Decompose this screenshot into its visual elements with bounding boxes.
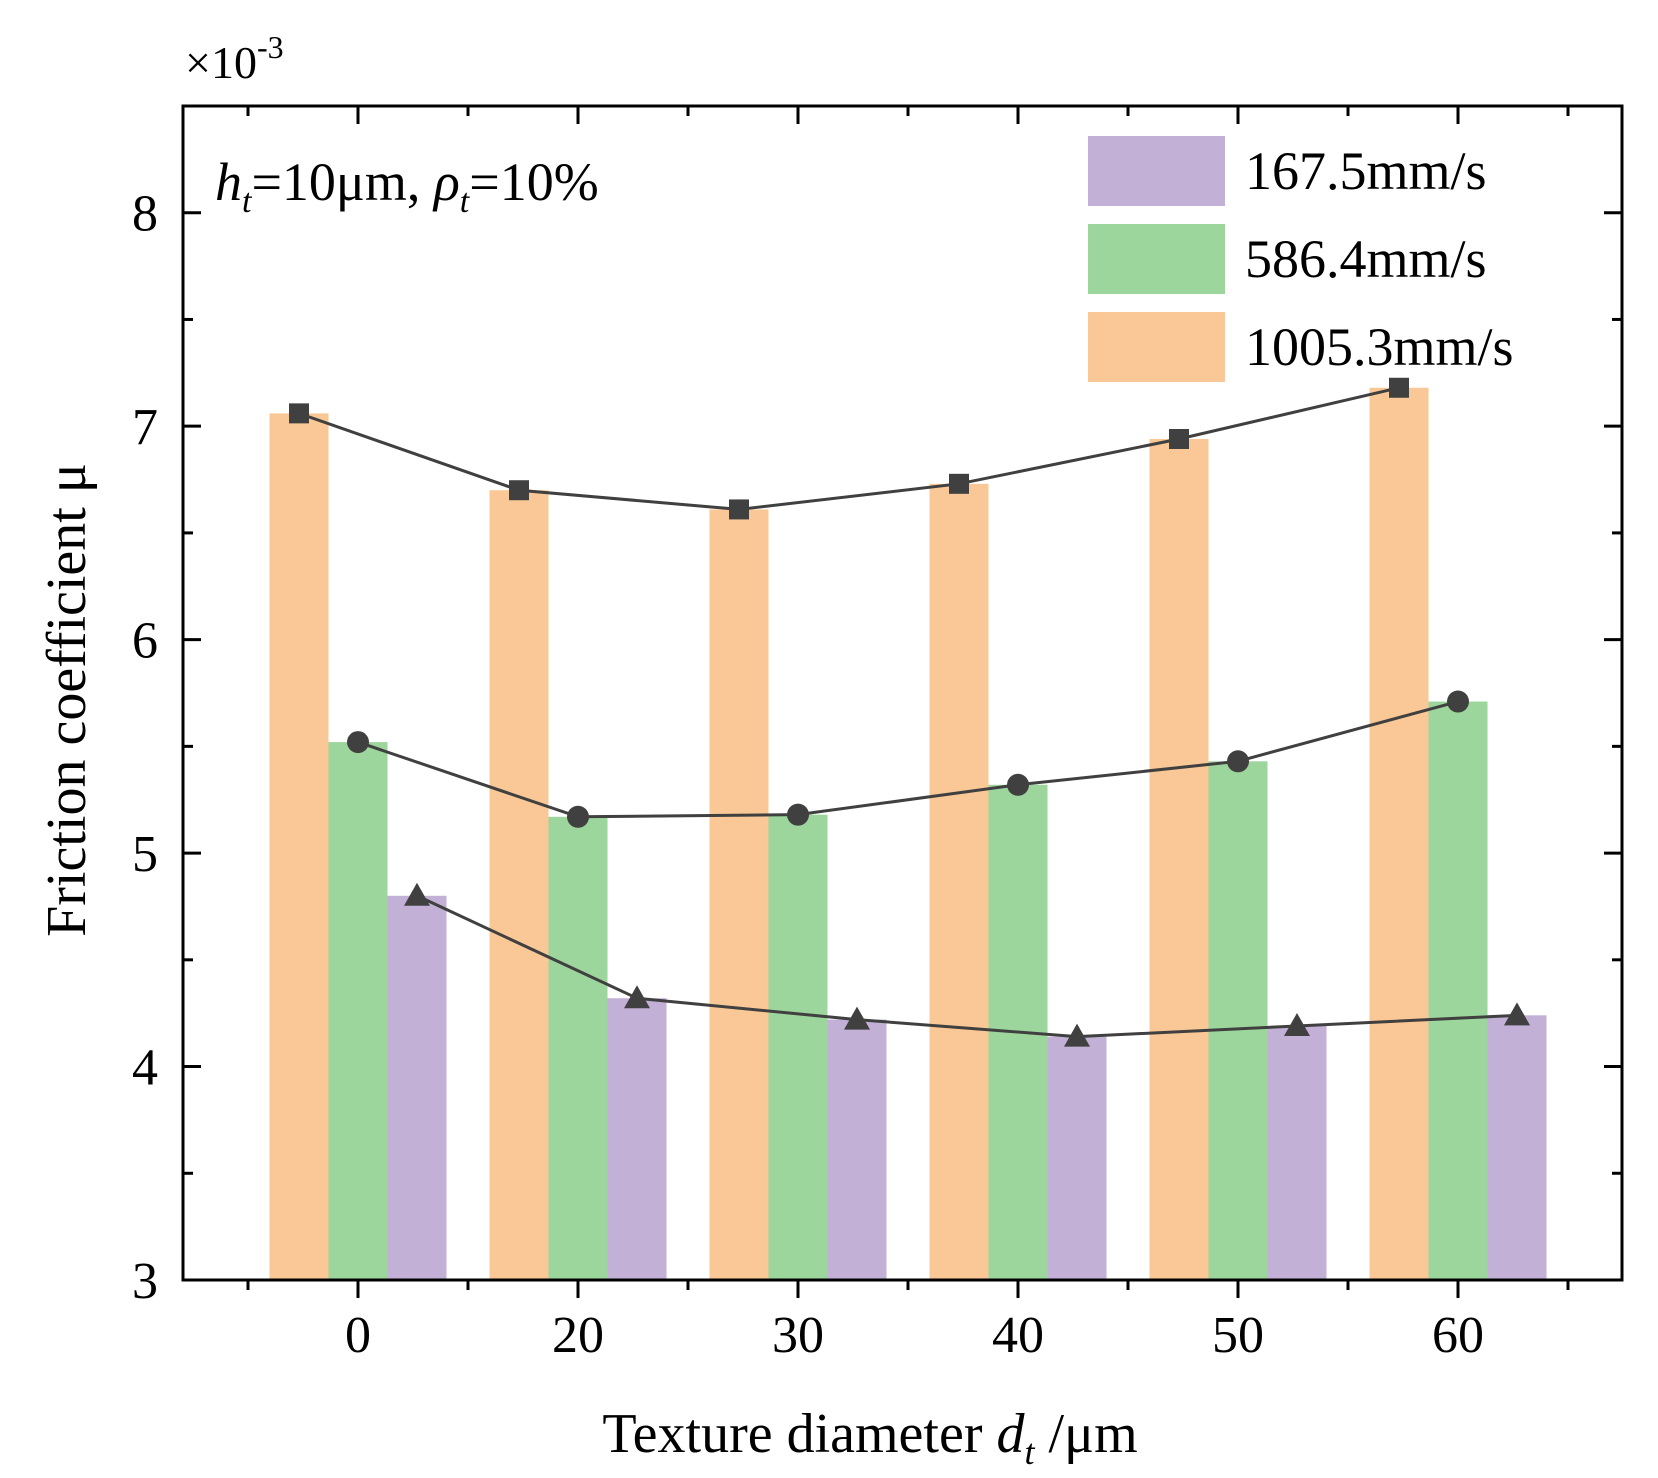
- y-tick-label: 8: [132, 186, 158, 243]
- y-tick-label: 3: [132, 1253, 158, 1310]
- marker-167.5mm/s-40: [1064, 1023, 1090, 1047]
- annotation-h: h: [215, 152, 242, 212]
- exponent-power: -3: [257, 29, 284, 65]
- legend: 167.5mm/s 586.4mm/s 1005.3mm/s: [1088, 136, 1514, 382]
- x-axis-label: Texture diameter dt /μm: [602, 1403, 1137, 1472]
- bar-167.5mm/s-30: [827, 1019, 887, 1280]
- marker-586.4mm/s-40: [1007, 773, 1029, 796]
- bar-1005.3mm/s-30: [709, 509, 769, 1280]
- y-axis-label: Friction coefficient μ: [36, 463, 98, 937]
- bar-1005.3mm/s-60: [1369, 387, 1429, 1280]
- x-axis-label-unit: /μm: [1034, 1403, 1137, 1465]
- marker-586.4mm/s-20: [567, 805, 589, 828]
- x-tick-label: 20: [552, 1307, 604, 1364]
- x-tick-label: 0: [345, 1307, 371, 1364]
- plot-border: [181, 104, 1624, 1282]
- x-axis-label-main: Texture diameter: [602, 1403, 996, 1465]
- marker-586.4mm/s-30: [787, 803, 809, 826]
- x-tick-label: 60: [1432, 1307, 1484, 1364]
- marker-167.5mm/s-30: [844, 1006, 870, 1030]
- annotation-text: ht=10μm, ρt=10%: [215, 152, 599, 220]
- line-586.4mm/s: [357, 700, 1459, 819]
- bar-167.5mm/s-0: [387, 895, 447, 1280]
- bar-586.4mm/s-30: [768, 814, 828, 1280]
- bar-1005.3mm/s-50: [1149, 438, 1209, 1280]
- y-tick-label: 6: [132, 613, 158, 670]
- plot-frame: [181, 104, 1624, 1282]
- x-tick-label: 40: [992, 1307, 1044, 1364]
- bar-586.4mm/s-0: [328, 742, 388, 1280]
- legend-swatch-167.5mm/s: [1088, 136, 1225, 206]
- exponent-base: ×10: [185, 37, 257, 88]
- marker-167.5mm/s-60: [1504, 1002, 1530, 1026]
- annotation-rho: ρ: [432, 152, 460, 212]
- legend-label-167.5mm/s: 167.5mm/s: [1245, 141, 1487, 201]
- y-tick-label: 4: [132, 1040, 158, 1097]
- bar-1005.3mm/s-0: [269, 413, 329, 1281]
- marker-1005.3mm/s-50: [1169, 428, 1189, 449]
- marker-167.5mm/s-0: [404, 882, 430, 906]
- bar-586.4mm/s-20: [548, 816, 608, 1280]
- y-tick-label: 7: [132, 399, 158, 456]
- lines-layer: [289, 377, 1530, 1047]
- annotation-h-sub: t: [242, 183, 253, 220]
- marker-1005.3mm/s-0: [289, 403, 309, 424]
- bar-167.5mm/s-60: [1487, 1015, 1547, 1280]
- marker-1005.3mm/s-30: [729, 499, 749, 520]
- x-tick-label: 50: [1212, 1307, 1264, 1364]
- bar-167.5mm/s-40: [1047, 1036, 1107, 1280]
- legend-label-1005.3mm/s: 1005.3mm/s: [1245, 317, 1514, 377]
- annotation-rho-sub: t: [460, 183, 471, 220]
- bar-586.4mm/s-50: [1208, 761, 1268, 1280]
- annotation-h-rest: =10μm,: [251, 152, 433, 212]
- marker-1005.3mm/s-60: [1389, 377, 1409, 398]
- x-tick-label: 30: [772, 1307, 824, 1364]
- legend-swatch-1005.3mm/s: [1088, 312, 1225, 382]
- line-1005.3mm/s: [298, 386, 1400, 511]
- x-axis-label-var: d: [996, 1403, 1025, 1465]
- bars-layer: [269, 387, 1547, 1281]
- marker-167.5mm/s-50: [1284, 1012, 1310, 1036]
- bar-167.5mm/s-50: [1267, 1025, 1327, 1280]
- line-167.5mm/s: [416, 894, 1518, 1039]
- marker-167.5mm/s-20: [624, 985, 650, 1009]
- marker-586.4mm/s-50: [1227, 750, 1249, 773]
- bar-586.4mm/s-60: [1428, 701, 1488, 1280]
- bar-167.5mm/s-20: [607, 998, 667, 1280]
- marker-586.4mm/s-60: [1447, 690, 1469, 713]
- legend-swatch-586.4mm/s: [1088, 224, 1225, 294]
- ticks-layer: 3 4 5 6 7 8 0 20 30 40 50 60: [132, 104, 1622, 1364]
- marker-1005.3mm/s-20: [509, 480, 529, 501]
- bar-1005.3mm/s-20: [489, 490, 549, 1281]
- x-axis-label-sub: t: [1024, 1432, 1035, 1472]
- marker-1005.3mm/s-40: [949, 473, 969, 494]
- bar-1005.3mm/s-40: [929, 483, 989, 1280]
- legend-label-586.4mm/s: 586.4mm/s: [1245, 229, 1487, 289]
- exponent-label: ×10-3: [185, 29, 284, 88]
- annotation-rho-rest: =10%: [469, 152, 598, 212]
- y-tick-label: 5: [132, 826, 158, 883]
- marker-586.4mm/s-0: [347, 731, 369, 754]
